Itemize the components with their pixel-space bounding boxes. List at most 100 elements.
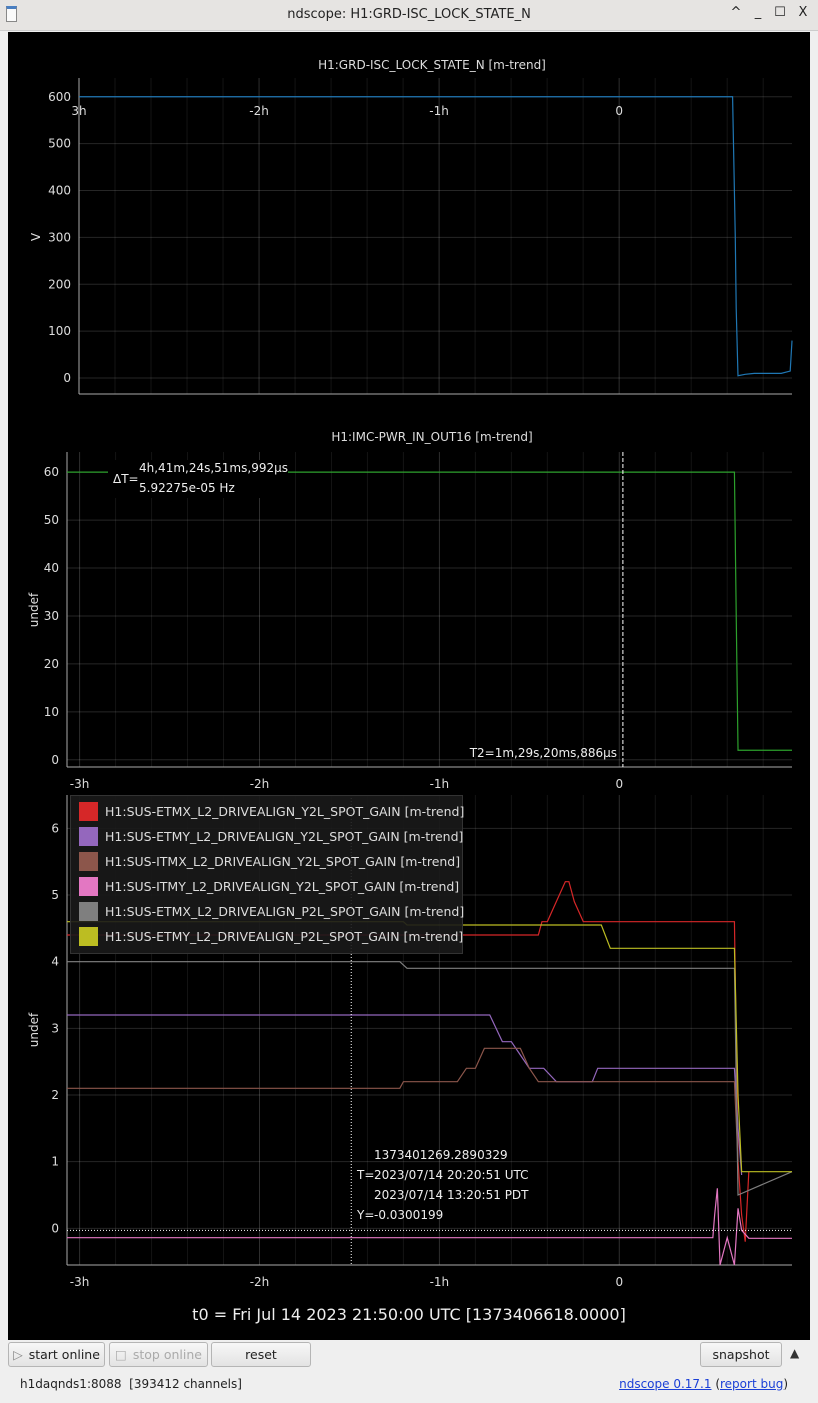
y-tick-label: 60 — [44, 465, 59, 479]
y-axis-label: undef — [27, 592, 41, 627]
expand-icon[interactable]: ▲ — [790, 1346, 800, 1360]
reset-button[interactable]: reset — [211, 1342, 311, 1367]
y-tick-label: 200 — [48, 277, 71, 291]
legend-label: H1:SUS-ITMX_L2_DRIVEALIGN_Y2L_SPOT_GAIN … — [105, 854, 461, 869]
y-tick-label: 500 — [48, 137, 71, 151]
legend-label: H1:SUS-ETMX_L2_DRIVEALIGN_Y2L_SPOT_GAIN … — [105, 804, 465, 819]
legend-label: H1:SUS-ETMX_L2_DRIVEALIGN_P2L_SPOT_GAIN … — [105, 904, 465, 919]
x-tick-label: -3h — [70, 1275, 90, 1289]
legend-swatch — [79, 877, 98, 896]
y-tick-label: 50 — [44, 513, 59, 527]
start-online-button[interactable]: ▷ start online — [8, 1342, 105, 1367]
t2-label: T2=1m,29s,20ms,886μs — [469, 746, 617, 760]
x-tick-label: -1h — [430, 1275, 450, 1289]
legend-swatch — [79, 902, 98, 921]
y-tick-label: 0 — [51, 753, 59, 767]
minimize-button[interactable]: _ — [754, 5, 762, 20]
y-tick-label: 100 — [48, 324, 71, 338]
x-tick-label: -2h — [249, 104, 269, 118]
series-line-1 — [67, 471, 792, 751]
plot-title: H1:GRD-ISC_LOCK_STATE_N [m-trend] — [318, 58, 546, 72]
title-bar: ndscope: H1:GRD-ISC_LOCK_STATE_N ^ _ ☐ X — [0, 0, 818, 31]
delta-frequency: 5.92275e-05 Hz — [139, 481, 235, 495]
y-tick-label: 600 — [48, 90, 71, 104]
shade-button[interactable]: ^ — [730, 5, 742, 20]
legend-label: H1:SUS-ETMY_L2_DRIVEALIGN_Y2L_SPOT_GAIN … — [105, 829, 464, 844]
x-tick-label: -1h — [430, 777, 450, 791]
legend-plot3[interactable]: H1:SUS-ETMX_L2_DRIVEALIGN_Y2L_SPOT_GAIN … — [70, 795, 465, 954]
legend-item[interactable]: H1:SUS-ETMY_L2_DRIVEALIGN_Y2L_SPOT_GAIN … — [79, 824, 464, 849]
y-tick-label: 0 — [63, 371, 71, 385]
y-tick-label: 5 — [51, 888, 59, 902]
legend-item[interactable]: H1:SUS-ITMX_L2_DRIVEALIGN_Y2L_SPOT_GAIN … — [79, 849, 462, 874]
series-line-6 — [67, 921, 792, 1173]
cursor-gps-time: 1373401269.2890329 — [374, 1148, 508, 1162]
legend-swatch — [79, 852, 98, 871]
y-tick-label: 6 — [51, 821, 59, 835]
window-title: ndscope: H1:GRD-ISC_LOCK_STATE_N — [287, 7, 531, 22]
y-tick-label: 0 — [51, 1221, 59, 1235]
y-tick-label: 3 — [51, 1021, 59, 1035]
cursor-pdt-time: 2023/07/14 13:20:51 PDT — [374, 1188, 529, 1202]
legend-swatch — [79, 827, 98, 846]
y-tick-label: 30 — [44, 609, 59, 623]
start-online-label: start online — [28, 1347, 100, 1362]
y-axis-label: V — [29, 232, 43, 241]
x-tick-label: 0 — [615, 104, 623, 118]
cursor-y-value: -0.0300199 — [374, 1208, 443, 1222]
series-line-1 — [67, 881, 750, 1242]
cursor-t-label: T= — [356, 1168, 374, 1182]
paren: ) — [783, 1377, 788, 1391]
legend-swatch — [79, 927, 98, 946]
x-tick-label: -2h — [250, 777, 270, 791]
legend-label: H1:SUS-ETMY_L2_DRIVEALIGN_P2L_SPOT_GAIN … — [105, 929, 464, 944]
play-icon: ▷ — [13, 1347, 23, 1362]
snapshot-button[interactable]: snapshot — [700, 1342, 782, 1367]
y-tick-label: 40 — [44, 561, 59, 575]
stop-icon: □ — [115, 1347, 127, 1362]
x-tick-label: -3h — [70, 777, 90, 791]
version-link[interactable]: ndscope 0.17.1 — [619, 1377, 712, 1391]
stop-online-button: □ stop online — [109, 1342, 208, 1367]
cursor-utc-time: 2023/07/14 20:20:51 UTC — [374, 1168, 528, 1182]
y-tick-label: 300 — [48, 230, 71, 244]
x-tick-label: 0 — [615, 777, 623, 791]
report-bug-link[interactable]: report bug — [720, 1377, 784, 1391]
y-axis-label: undef — [27, 1012, 41, 1047]
series-line-1 — [79, 96, 793, 377]
legend-item[interactable]: H1:SUS-ITMY_L2_DRIVEALIGN_Y2L_SPOT_GAIN … — [79, 874, 462, 899]
series-line-5 — [67, 961, 793, 1196]
y-tick-label: 20 — [44, 657, 59, 671]
x-tick-label: -1h — [429, 104, 449, 118]
paren: ( — [711, 1377, 720, 1391]
delta-label-bg — [108, 460, 288, 498]
plots-svg[interactable]: 3h -2h -1h 00100200300400500600VH1:GRD-ISC_… — [0, 0, 818, 1340]
t0-label: t0 = Fri Jul 14 2023 21:50:00 UTC [13734… — [192, 1305, 626, 1324]
close-button[interactable]: X — [798, 5, 808, 20]
legend-swatch — [79, 802, 98, 821]
series-line-2 — [67, 1014, 743, 1176]
server-status: h1daqnds1:8088 [393412 channels] — [20, 1377, 242, 1391]
series-line-4 — [67, 1188, 792, 1266]
app-icon — [6, 6, 17, 22]
series-line-3 — [67, 1047, 739, 1162]
plot-canvas[interactable] — [8, 32, 810, 1340]
legend-item[interactable]: H1:SUS-ETMX_L2_DRIVEALIGN_Y2L_SPOT_GAIN … — [79, 799, 465, 824]
legend-item[interactable]: H1:SUS-ETMX_L2_DRIVEALIGN_P2L_SPOT_GAIN … — [79, 899, 465, 924]
legend-item[interactable]: H1:SUS-ETMY_L2_DRIVEALIGN_P2L_SPOT_GAIN … — [79, 924, 464, 949]
legend-label: H1:SUS-ITMY_L2_DRIVEALIGN_Y2L_SPOT_GAIN … — [105, 879, 460, 894]
delta-t-value: 4h,41m,24s,51ms,992μs — [139, 461, 288, 475]
y-tick-label: 10 — [44, 705, 59, 719]
plot-title: H1:IMC-PWR_IN_OUT16 [m-trend] — [331, 430, 532, 444]
links: ndscope 0.17.1 (report bug) — [619, 1377, 788, 1391]
maximize-button[interactable]: ☐ — [774, 5, 786, 20]
x-tick-label: 0 — [615, 1275, 623, 1289]
stop-online-label: stop online — [132, 1347, 202, 1362]
y-tick-label: 400 — [48, 184, 71, 198]
y-tick-label: 2 — [51, 1088, 59, 1102]
x-tick-label: -2h — [250, 1275, 270, 1289]
y-tick-label: 1 — [51, 1155, 59, 1169]
delta-t-label: ΔT= — [113, 472, 139, 486]
cursor-y-label: Y= — [356, 1208, 374, 1222]
x-tick-label: 3h — [71, 104, 86, 118]
